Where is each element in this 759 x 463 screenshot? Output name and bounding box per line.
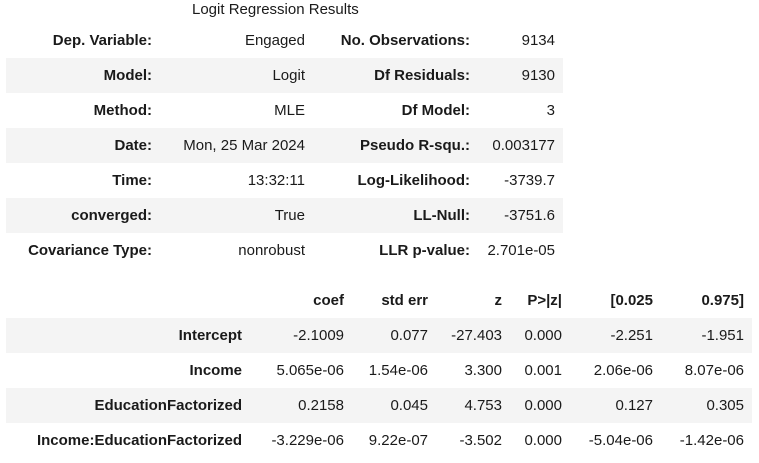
summary-label: Time: — [112, 172, 152, 189]
ci-high-cell: -1.951 — [701, 327, 744, 344]
std-err-cell: 9.22e-07 — [368, 432, 428, 449]
summary-value: 13:32:11 — [247, 172, 305, 189]
summary-label: Df Model: — [401, 102, 470, 119]
summary-label: Df Residuals: — [374, 67, 470, 84]
ci-low-cell: -5.04e-06 — [588, 432, 653, 449]
std-err-cell: 0.045 — [390, 397, 428, 414]
ci-low-cell: -2.251 — [610, 327, 653, 344]
summary-label: Dep. Variable: — [52, 32, 152, 49]
table-caption: Logit Regression Results — [192, 1, 359, 18]
column-header: coef — [313, 292, 344, 309]
column-header: [0.025 — [610, 292, 653, 309]
summary-value: Mon, 25 Mar 2024 — [183, 137, 305, 154]
row-name: Intercept — [178, 327, 242, 344]
summary-label: LLR p-value: — [379, 242, 470, 259]
p-value-cell: 0.000 — [524, 432, 562, 449]
summary-value: -3751.6 — [504, 207, 555, 224]
summary-row: Time: 13:32:11 Log-Likelihood: -3739.7 — [6, 163, 563, 198]
summary-value: 0.003177 — [492, 137, 555, 154]
std-err-cell: 1.54e-06 — [368, 362, 428, 379]
z-cell: -27.403 — [451, 327, 502, 344]
summary-label: Pseudo R-squ.: — [359, 137, 470, 154]
summary-label: LL-Null: — [413, 207, 470, 224]
summary-value: 2.701e-05 — [487, 242, 555, 259]
p-value-cell: 0.001 — [524, 362, 562, 379]
summary-row: Dep. Variable: Engaged No. Observations:… — [6, 23, 563, 58]
column-header: z — [494, 292, 503, 309]
summary-label: Date: — [114, 137, 152, 154]
summary-table: Dep. Variable: Engaged No. Observations:… — [6, 23, 563, 268]
coef-cell: 5.065e-06 — [276, 362, 344, 379]
summary-label: Log-Likelihood: — [357, 172, 470, 189]
coefficient-header-row: coef std err z P>|z| [0.025 0.975] — [6, 283, 752, 318]
table-row: Income 5.065e-06 1.54e-06 3.300 0.001 2.… — [6, 353, 752, 388]
ci-low-cell: 0.127 — [615, 397, 653, 414]
summary-value: MLE — [274, 102, 305, 119]
row-name: EducationFactorized — [94, 397, 242, 414]
summary-label: No. Observations: — [340, 32, 470, 49]
summary-value: -3739.7 — [504, 172, 555, 189]
summary-row: Date: Mon, 25 Mar 2024 Pseudo R-squ.: 0.… — [6, 128, 563, 163]
std-err-cell: 0.077 — [390, 327, 428, 344]
summary-row: Model: Logit Df Residuals: 9130 — [6, 58, 563, 93]
summary-value: 3 — [546, 102, 555, 119]
summary-label: Covariance Type: — [28, 242, 152, 259]
z-cell: -3.502 — [459, 432, 502, 449]
summary-label: Method: — [93, 102, 152, 119]
summary-label: converged: — [71, 207, 152, 224]
row-name: Income — [189, 362, 242, 379]
summary-row: converged: True LL-Null: -3751.6 — [6, 198, 563, 233]
summary-value: nonrobust — [238, 242, 305, 259]
summary-label: Model: — [103, 67, 152, 84]
row-name: Income:EducationFactorized — [36, 432, 242, 449]
ci-high-cell: 0.305 — [706, 397, 744, 414]
column-header: std err — [381, 292, 428, 309]
z-cell: 3.300 — [464, 362, 502, 379]
ci-high-cell: 8.07e-06 — [684, 362, 744, 379]
table-row: Intercept -2.1009 0.077 -27.403 0.000 -2… — [6, 318, 752, 353]
table-row: Income:EducationFactorized -3.229e-06 9.… — [6, 423, 752, 458]
table-row: EducationFactorized 0.2158 0.045 4.753 0… — [6, 388, 752, 423]
coefficient-table: coef std err z P>|z| [0.025 0.975] Inter… — [6, 283, 752, 458]
coef-cell: 0.2158 — [298, 397, 344, 414]
column-header: P>|z| — [527, 292, 562, 309]
column-header: 0.975] — [701, 292, 744, 309]
p-value-cell: 0.000 — [524, 327, 562, 344]
summary-value: 9134 — [521, 32, 555, 49]
coef-cell: -3.229e-06 — [271, 432, 344, 449]
summary-value: Logit — [272, 67, 305, 84]
ci-low-cell: 2.06e-06 — [593, 362, 653, 379]
p-value-cell: 0.000 — [524, 397, 562, 414]
summary-row: Covariance Type: nonrobust LLR p-value: … — [6, 233, 563, 268]
summary-value: True — [274, 207, 305, 224]
summary-value: Engaged — [244, 32, 305, 49]
coef-cell: -2.1009 — [293, 327, 344, 344]
z-cell: 4.753 — [464, 397, 502, 414]
ci-high-cell: -1.42e-06 — [679, 432, 744, 449]
summary-value: 9130 — [521, 67, 555, 84]
summary-row: Method: MLE Df Model: 3 — [6, 93, 563, 128]
